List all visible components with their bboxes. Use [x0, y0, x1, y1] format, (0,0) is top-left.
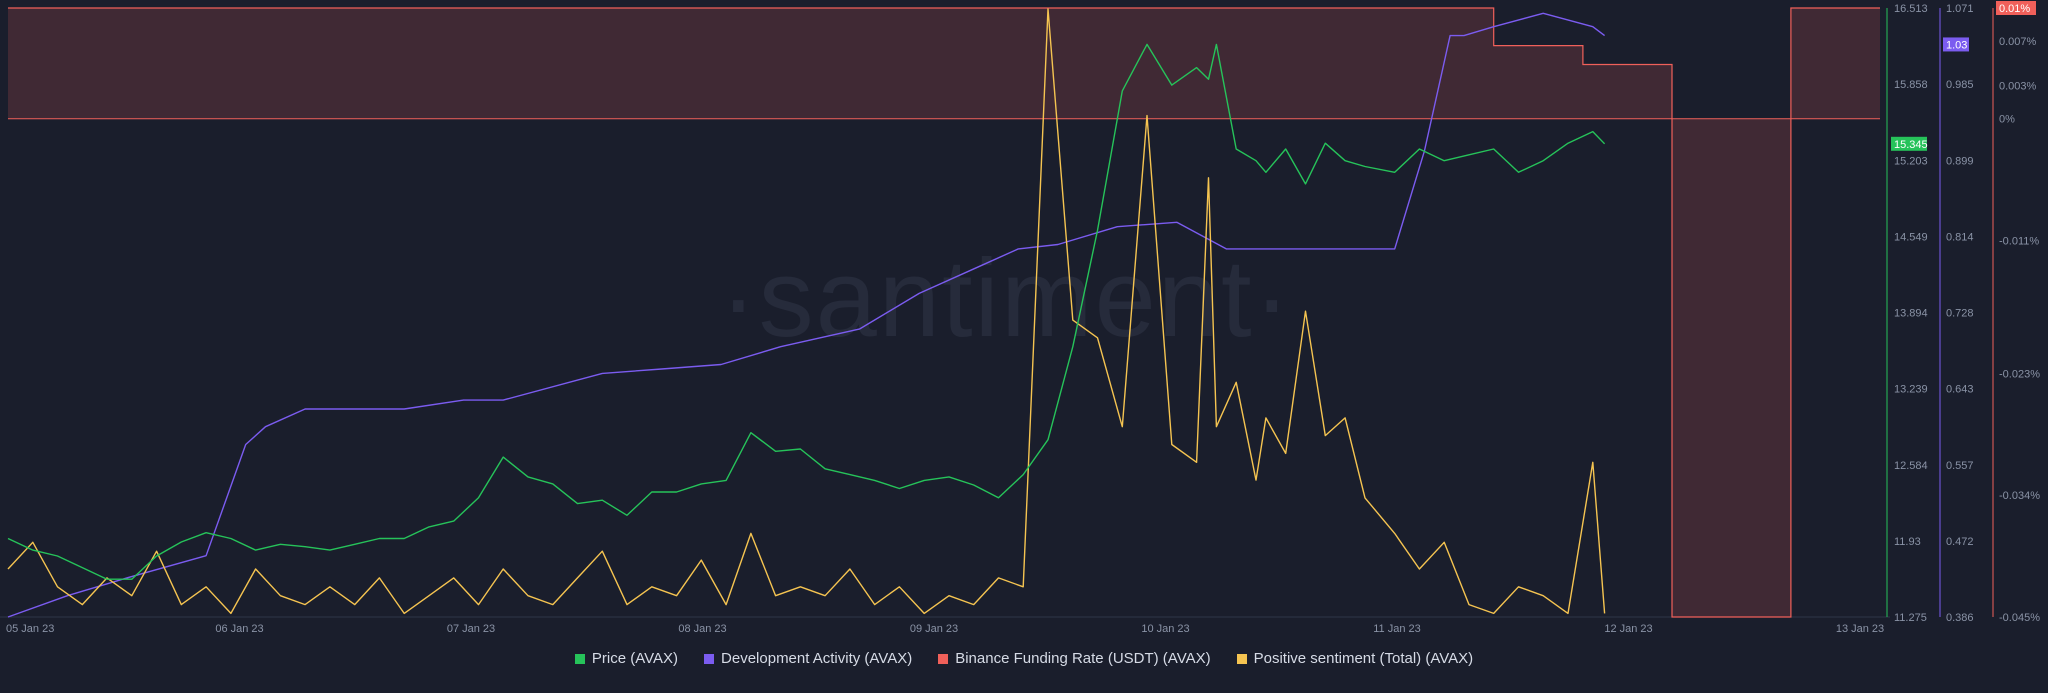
x-tick-label: 05 Jan 23 — [6, 623, 54, 635]
legend-swatch — [574, 653, 585, 664]
price-tick-label: 16.513 — [1894, 3, 1928, 15]
x-tick-label: 06 Jan 23 — [215, 623, 263, 635]
price-tick-label: 12.584 — [1894, 460, 1928, 472]
development-activity-tick-label: 1.071 — [1946, 3, 1974, 15]
x-tick-label: 08 Jan 23 — [678, 623, 726, 635]
price-tick-label: 14.549 — [1894, 231, 1928, 243]
development-activity-tick-label: 0.557 — [1946, 460, 1974, 472]
funding-rate-tick-label: 0% — [1999, 114, 2015, 126]
funding-rate-area — [8, 8, 1880, 617]
legend-item-funding-rate[interactable]: Binance Funding Rate (USDT) (AVAX) — [938, 650, 1211, 667]
development-activity-tick-label: 0.386 — [1946, 612, 1974, 624]
funding-rate-tick-label: -0.011% — [1999, 236, 2039, 248]
funding-rate-tick-label: 0.003% — [1999, 81, 2037, 93]
funding-rate-tick-label: -0.034% — [1999, 490, 2040, 502]
price-value-badge — [1891, 136, 1927, 151]
price-tick-label: 11.275 — [1894, 612, 1927, 624]
funding-rate-badge — [1996, 1, 2036, 15]
funding-rate-tick-label: -0.023% — [1999, 368, 2040, 380]
price-value-badge-text: 15.345 — [1894, 139, 1928, 151]
development-activity-tick-label: 0.899 — [1946, 155, 1974, 167]
legend-label: Positive sentiment (Total) (AVAX) — [1253, 650, 1474, 667]
legend-item-price[interactable]: Price (AVAX) — [574, 650, 679, 667]
x-tick-label: 10 Jan 23 — [1141, 623, 1189, 635]
price-tick-label: 13.894 — [1894, 308, 1928, 320]
price-tick-label: 15.203 — [1894, 155, 1928, 167]
development-activity-tick-label: 0.643 — [1946, 384, 1974, 396]
funding-rate-tick-label: -0.045% — [1999, 612, 2040, 624]
legend-label: Price (AVAX) — [591, 650, 679, 667]
price-tick-label: 13.239 — [1894, 384, 1928, 396]
price-tick-label: 11.93 — [1894, 536, 1921, 548]
development-activity-tick-label: 0.728 — [1946, 308, 1974, 320]
development-activity-tick-label: 0.985 — [1946, 79, 1974, 91]
x-tick-label: 11 Jan 23 — [1373, 623, 1421, 635]
positive-sentiment-total-avax-line — [7, 8, 1606, 615]
price-tick-label: 15.858 — [1894, 79, 1928, 91]
x-tick-label: 12 Jan 23 — [1604, 623, 1652, 635]
x-tick-label: 07 Jan 23 — [447, 623, 495, 635]
development-activity-tick-label: 0.472 — [1946, 536, 1974, 548]
legend-label: Binance Funding Rate (USDT) (AVAX) — [955, 650, 1211, 667]
legend: Price (AVAX) Development Activity (AVAX)… — [0, 650, 2048, 667]
price-avax-line — [7, 43, 1606, 580]
x-tick-label: 13 Jan 23 — [1836, 623, 1884, 635]
funding-rate-tick-label: 0.007% — [1999, 36, 2037, 48]
legend-item-positive-sentiment[interactable]: Positive sentiment (Total) (AVAX) — [1236, 650, 1474, 667]
legend-label: Development Activity (AVAX) — [721, 650, 913, 667]
legend-swatch — [1236, 653, 1247, 664]
development-activity-tick-label: 0.814 — [1946, 231, 1974, 243]
development-activity-value-badge-text: 1.03 — [1946, 39, 1967, 51]
legend-item-development-activity[interactable]: Development Activity (AVAX) — [704, 650, 912, 667]
legend-swatch — [704, 653, 715, 664]
legend-swatch — [938, 653, 949, 664]
development-activity-avax-line — [7, 12, 1606, 618]
development-activity-value-badge — [1943, 37, 1969, 52]
funding-rate-badge-text: 0.01% — [1999, 3, 2030, 15]
x-tick-label: 09 Jan 23 — [910, 623, 958, 635]
